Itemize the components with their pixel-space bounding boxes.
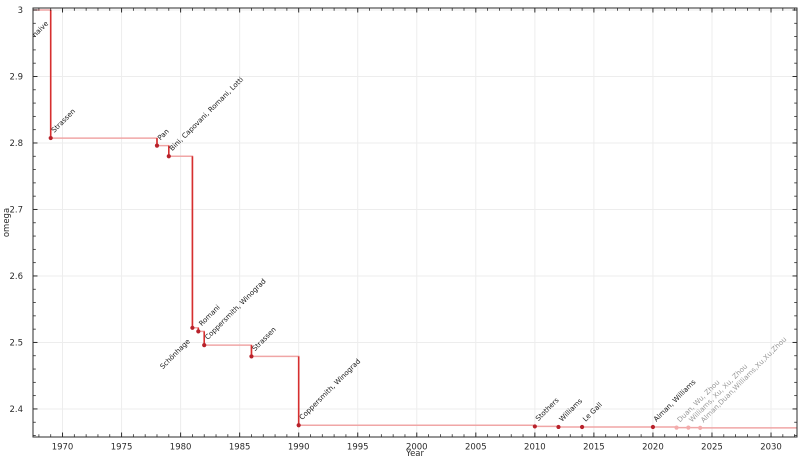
data-point-marker xyxy=(154,143,160,148)
data-point-marker xyxy=(48,135,53,141)
x-tick-label: 2000 xyxy=(406,443,428,453)
x-tick-label: 1970 xyxy=(52,443,74,453)
data-point-marker xyxy=(166,154,171,159)
x-tick-label: 2025 xyxy=(701,443,723,453)
x-tick-label: 1985 xyxy=(229,443,251,453)
x-tick-label: 2015 xyxy=(583,443,605,453)
x-tick-label: 1980 xyxy=(170,443,192,453)
y-tick-label: 2.9 xyxy=(9,72,23,82)
y-tick-label: 2.7 xyxy=(9,205,23,215)
data-point-marker xyxy=(579,424,585,430)
x-tick-label: 1990 xyxy=(288,443,310,453)
y-tick-label: 2.6 xyxy=(9,272,23,282)
data-point-marker xyxy=(686,425,691,430)
data-point-marker xyxy=(556,424,561,430)
x-tick-label: 2010 xyxy=(524,443,546,453)
y-tick-label: 2.4 xyxy=(9,405,23,415)
data-point-marker xyxy=(249,354,254,359)
data-point-marker xyxy=(698,425,703,430)
y-tick-label: 3 xyxy=(18,6,23,16)
x-tick-label: 1995 xyxy=(347,443,369,453)
data-point-marker xyxy=(202,343,207,348)
x-tick-label: 2020 xyxy=(642,443,664,453)
data-point-marker xyxy=(196,329,201,334)
x-tick-label: 2005 xyxy=(465,443,487,453)
y-tick-label: 2.5 xyxy=(9,338,23,348)
x-axis-label: Year xyxy=(405,449,425,459)
y-tick-label: 2.8 xyxy=(9,139,23,149)
data-point-marker xyxy=(190,325,195,330)
x-tick-label: 2030 xyxy=(760,443,782,453)
data-point-marker xyxy=(650,424,656,430)
data-point-marker xyxy=(296,423,301,428)
data-point-marker xyxy=(532,424,537,429)
data-point-marker xyxy=(674,425,679,430)
x-tick-label: 1975 xyxy=(111,443,133,453)
y-axis-label: omega xyxy=(2,208,12,237)
